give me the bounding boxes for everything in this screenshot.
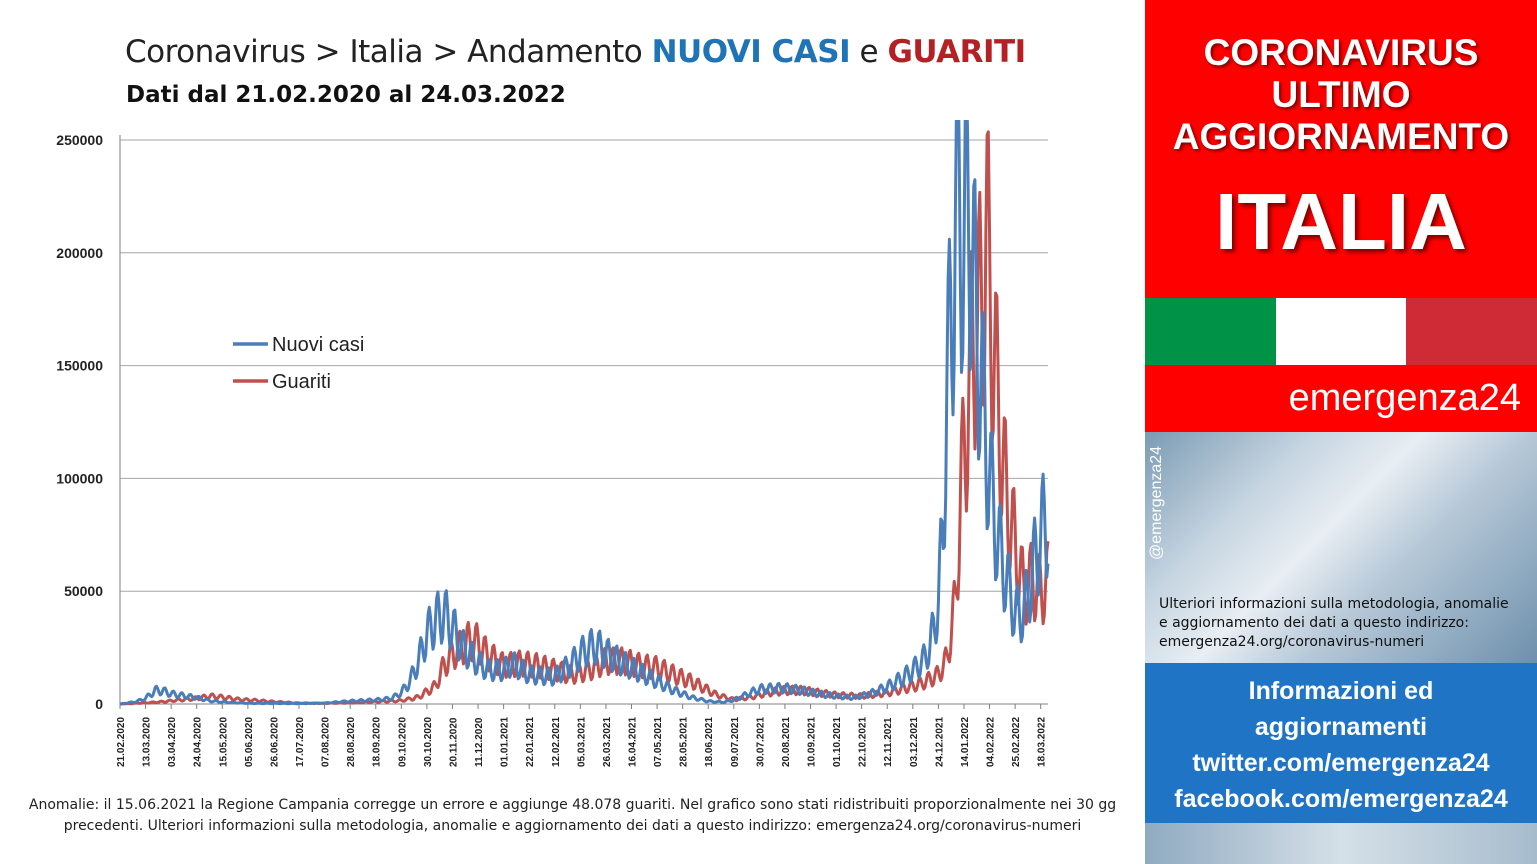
social-box: Informazioni ed aggiornamenti twitter.co… bbox=[1145, 663, 1537, 823]
x-tick-label: 26.06.2020 bbox=[269, 717, 280, 767]
title-nuovi-casi: NUOVI CASI bbox=[651, 34, 851, 70]
line-chart: 0 50000 100000 150000 200000 250000 21.02.202… bbox=[56, 120, 1050, 767]
header-line-aggiornamento: AGGIORNAMENTO bbox=[1172, 116, 1510, 157]
series-line-guariti bbox=[119, 130, 1050, 706]
y-tick-label: 200000 bbox=[56, 245, 103, 261]
x-tick-label: 28.08.2020 bbox=[346, 717, 357, 767]
y-tick-label: 150000 bbox=[56, 358, 103, 374]
x-tick-label: 05.03.2021 bbox=[576, 717, 587, 767]
brand-bar: emergenza24 bbox=[1145, 365, 1537, 432]
chart-panel: Coronavirus > Italia > Andamento NUOVI C… bbox=[20, 34, 1125, 837]
y-tick-label: 50000 bbox=[64, 583, 103, 599]
x-tick-label: 04.02.2022 bbox=[986, 717, 997, 767]
x-tick-label: 16.04.2021 bbox=[627, 717, 638, 767]
x-tick-label: 24.04.2020 bbox=[193, 717, 204, 767]
info-text: Ulteriori informazioni sulla metodologia… bbox=[1159, 595, 1529, 652]
x-tick-label: 30.07.2021 bbox=[755, 717, 766, 767]
x-tick-label: 03.04.2020 bbox=[167, 717, 178, 767]
series-line-nuovi-casi bbox=[119, 120, 1050, 706]
y-tick-label: 0 bbox=[95, 696, 103, 712]
header-text: CORONAVIRUS ULTIMO AGGIORNAMENTO bbox=[1145, 32, 1537, 158]
country-name: ITALIA bbox=[1215, 177, 1467, 266]
info-line-1: Ulteriori informazioni sulla metodologia… bbox=[1159, 596, 1509, 612]
x-tick-label: 07.05.2021 bbox=[653, 717, 664, 767]
x-tick-label: 03.12.2021 bbox=[909, 717, 920, 767]
x-tick-label: 24.12.2021 bbox=[934, 717, 945, 767]
x-tick-label: 15.05.2020 bbox=[218, 717, 229, 767]
legend-label: Guariti bbox=[272, 371, 331, 393]
title-connector: e bbox=[850, 34, 888, 70]
x-tick-label: 30.10.2020 bbox=[423, 717, 434, 767]
footnote: Anomalie: il 15.06.2021 la Regione Campa… bbox=[20, 795, 1125, 837]
title-prefix: Coronavirus > Italia > Andamento bbox=[125, 34, 652, 70]
x-tick-label: 14.01.2022 bbox=[960, 717, 971, 767]
x-tick-label: 12.11.2021 bbox=[883, 717, 894, 767]
x-tick-label: 25.02.2022 bbox=[1011, 717, 1022, 767]
y-tick-label: 100000 bbox=[56, 470, 103, 486]
brand-name: emergenza24 bbox=[1288, 377, 1521, 419]
x-tick-label: 21.02.2020 bbox=[116, 717, 127, 767]
x-tick-label: 11.12.2020 bbox=[474, 717, 485, 767]
bottom-photo-strip bbox=[1145, 823, 1537, 864]
info-link[interactable]: emergenza24.org/coronavirus-numeri bbox=[1159, 634, 1425, 650]
footnote-line-2: precedenti. Ulteriori informazioni sulla… bbox=[63, 818, 1082, 834]
x-tick-label: 05.06.2020 bbox=[244, 717, 255, 767]
background-photo bbox=[1145, 432, 1537, 663]
header-line-coronavirus: CORONAVIRUS bbox=[1203, 32, 1479, 73]
x-tick-label: 26.03.2021 bbox=[602, 717, 613, 767]
x-tick-label: 18.09.2020 bbox=[372, 717, 383, 767]
social-line-1: Informazioni ed bbox=[1248, 677, 1434, 705]
x-tick-label: 07.08.2020 bbox=[321, 717, 332, 767]
flag-red bbox=[1406, 298, 1537, 365]
chart-subtitle: Dati dal 21.02.2020 al 24.03.2022 bbox=[126, 82, 566, 108]
x-tick-label: 09.10.2020 bbox=[397, 717, 408, 767]
x-tick-label: 28.05.2021 bbox=[679, 717, 690, 767]
x-tick-label: 01.01.2021 bbox=[500, 717, 511, 767]
info-line-2: e aggiornamento dei dati a questo indiri… bbox=[1159, 615, 1469, 631]
facebook-link[interactable]: facebook.com/emergenza24 bbox=[1174, 785, 1508, 813]
x-tick-label: 17.07.2020 bbox=[295, 717, 306, 767]
x-tick-label: 20.08.2021 bbox=[781, 717, 792, 767]
x-tick-label: 22.10.2021 bbox=[858, 717, 869, 767]
x-tick-label: 22.01.2021 bbox=[525, 717, 536, 767]
twitter-link[interactable]: twitter.com/emergenza24 bbox=[1192, 749, 1490, 777]
legend-label: Nuovi casi bbox=[272, 334, 364, 356]
twitter-handle: @emergenza24 bbox=[1148, 445, 1165, 560]
x-tick-label: 01.10.2021 bbox=[832, 717, 843, 767]
flag-white bbox=[1276, 298, 1406, 365]
sidebar: CORONAVIRUS ULTIMO AGGIORNAMENTO ITALIA … bbox=[1145, 0, 1537, 864]
title-guariti: GUARITI bbox=[887, 34, 1026, 70]
x-tick-label: 18.06.2021 bbox=[704, 717, 715, 767]
chart-title: Coronavirus > Italia > Andamento NUOVI C… bbox=[125, 34, 1026, 70]
social-line-2: aggiornamenti bbox=[1254, 713, 1428, 741]
x-tick-label: 13.03.2020 bbox=[142, 717, 153, 767]
flag-green bbox=[1145, 298, 1276, 365]
header-box: CORONAVIRUS ULTIMO AGGIORNAMENTO ITALIA bbox=[1145, 0, 1537, 298]
x-tick-label: 18.03.2022 bbox=[1037, 717, 1048, 767]
x-tick-label: 10.09.2021 bbox=[807, 717, 818, 767]
x-tick-label: 09.07.2021 bbox=[730, 717, 741, 767]
x-tick-label: 12.02.2021 bbox=[551, 717, 562, 767]
header-line-ultimo: ULTIMO bbox=[1271, 74, 1411, 115]
italian-flag bbox=[1145, 298, 1537, 365]
footnote-line-1: Anomalie: il 15.06.2021 la Regione Campa… bbox=[28, 797, 1117, 813]
y-tick-label: 250000 bbox=[56, 132, 103, 148]
x-tick-label: 20.11.2020 bbox=[448, 717, 459, 767]
